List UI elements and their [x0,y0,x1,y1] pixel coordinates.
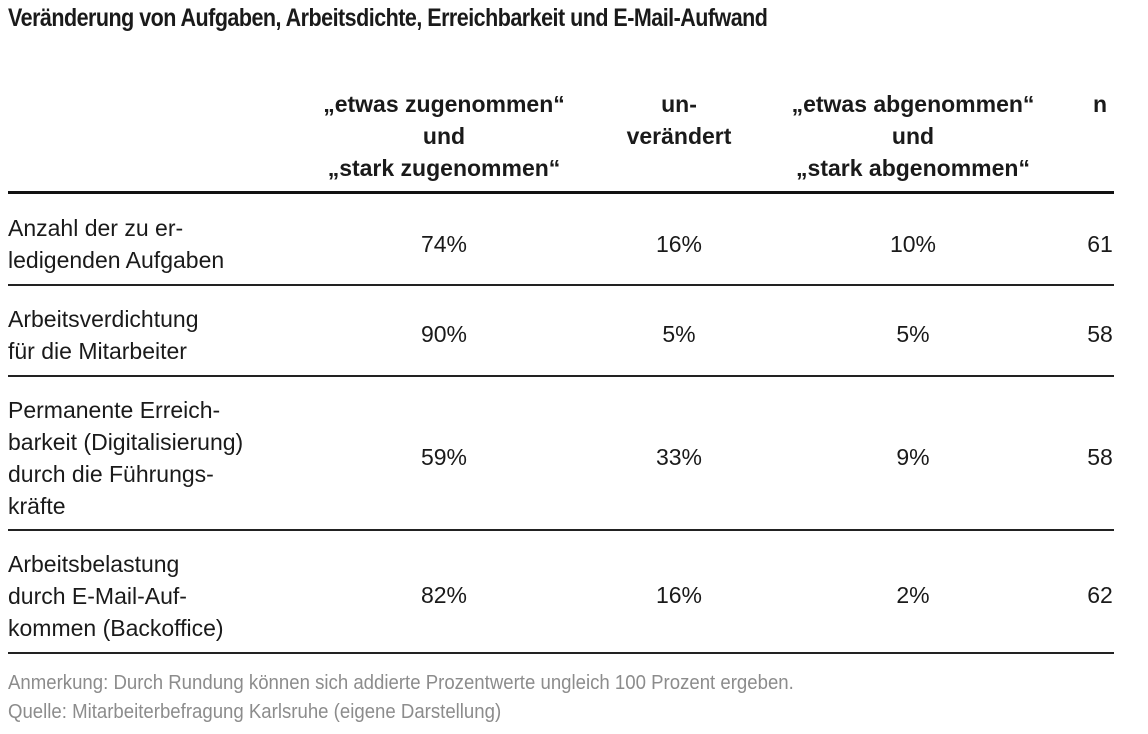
column-header-n: n [1080,88,1120,120]
cell-n: 58 [1087,444,1113,470]
cell-increased: 74% [420,231,468,257]
cell-decreased: 5% [896,321,930,347]
cell-decreased: 9% [896,444,930,470]
row-divider [8,375,1114,377]
column-header-increased: „etwas zugenommen“ und „stark zugenommen… [294,88,594,184]
header-line: „etwas abgenommen“ [791,91,1035,117]
row-label: Permanente Erreich- barkeit (Digitalisie… [8,394,243,522]
header-line: n [1092,91,1108,117]
cell-unchanged: 33% [655,444,703,470]
row-label-line: für die Mitarbeiter [8,338,187,364]
header-line: „stark abgenommen“ [796,155,1030,181]
header-line: und [891,123,935,149]
row-divider [8,529,1114,531]
row-label-line: durch die Führungs- [8,461,214,487]
header-line: und [422,123,466,149]
source-note: Quelle: Mitarbeiterbefragung Karlsruhe (… [8,701,502,723]
row-label-line: Arbeitsverdichtung [8,306,199,332]
cell-decreased: 2% [896,582,930,608]
row-label-line: barkeit (Digitalisierung) [8,429,244,455]
table-title: Veränderung von Aufgaben, Arbeitsdichte,… [8,4,768,32]
row-label: Arbeitsbelastung durch E-Mail-Auf- komme… [8,548,224,644]
cell-increased: 90% [420,321,468,347]
remark-note: Anmerkung: Durch Rundung können sich add… [8,672,794,694]
row-label-line: kommen (Backoffice) [8,615,224,641]
row-label-line: kräfte [8,493,66,519]
header-line: „etwas zugenommen“ [323,91,565,117]
header-line: „stark zugenommen“ [327,155,561,181]
cell-unchanged: 5% [662,321,696,347]
cell-unchanged: 16% [655,231,703,257]
row-divider [8,284,1114,286]
cell-unchanged: 16% [655,582,703,608]
cell-increased: 82% [420,582,468,608]
row-label-line: Arbeitsbelastung [8,551,180,577]
cell-n: 58 [1087,321,1113,347]
cell-increased: 59% [420,444,468,470]
cell-decreased: 10% [889,231,937,257]
header-line: un- [661,91,697,117]
row-label-line: durch E-Mail-Auf- [8,583,187,609]
column-header-decreased: „etwas abgenommen“ und „stark abgenommen… [760,88,1066,184]
cell-n: 62 [1087,582,1113,608]
row-label: Arbeitsverdichtung für die Mitarbeiter [8,303,199,367]
table-bottom-rule [8,652,1114,654]
column-header-unchanged: un- verändert [604,88,754,152]
row-label-line: Permanente Erreich- [8,397,221,423]
row-label: Anzahl der zu er- ledigenden Aufgaben [8,212,224,276]
row-label-line: Anzahl der zu er- [8,215,184,241]
header-line: verändert [626,123,732,149]
row-label-line: ledigenden Aufgaben [8,247,225,273]
cell-n: 61 [1087,231,1113,257]
header-rule [8,191,1114,194]
